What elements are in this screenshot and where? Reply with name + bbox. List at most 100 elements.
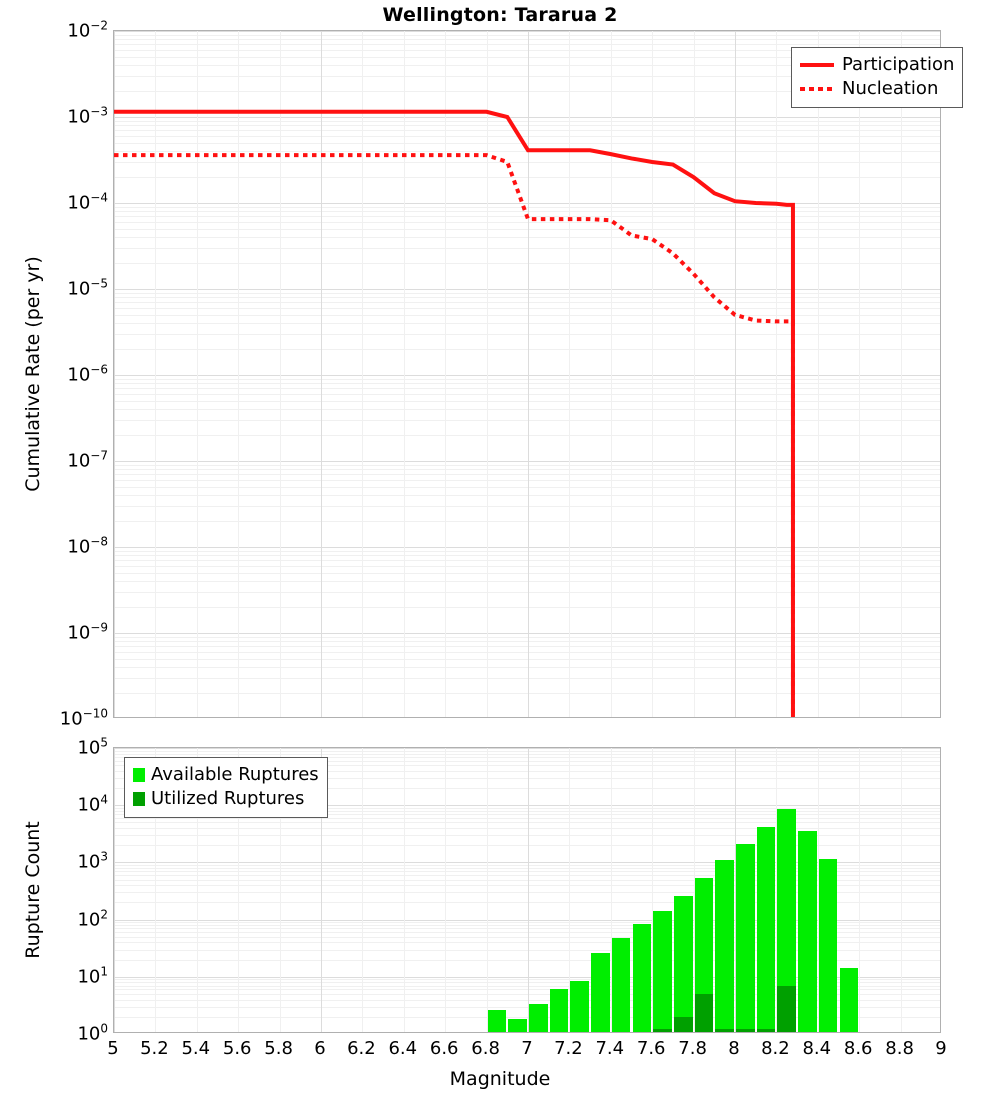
bar-available [487,1010,507,1032]
bar-utilized [756,1029,776,1032]
gridline [362,31,364,717]
gridline [114,547,940,548]
gridline [114,323,940,325]
gridline [693,31,695,717]
page-title: Wellington: Tararua 2 [382,4,618,26]
gridline [114,486,940,488]
gridline [114,130,940,132]
gridline [321,31,322,717]
y-tick-label: 10−7 [67,448,108,472]
gridline [114,591,940,593]
bar-available [653,911,672,1032]
gridline [114,646,940,648]
gridline [735,31,736,717]
gridline [114,892,940,894]
gridline [114,693,940,695]
nucleation-line-icon [800,80,834,98]
gridline [114,902,940,904]
bar-utilized [777,985,797,1032]
x-tick-label: 5 [107,1038,119,1059]
gridline [114,44,940,46]
gridline [114,505,940,507]
y-tick-label: 10−9 [67,620,108,644]
histogram-legend: Available Ruptures Utilized Ruptures [124,757,328,818]
y-tick-label: 10−3 [67,104,108,128]
gridline [900,31,902,717]
gridline [114,822,940,824]
gridline [114,867,940,869]
gridline [114,807,940,809]
y-tick-label: 105 [77,735,108,759]
gridline [238,31,240,717]
gridline [114,572,940,574]
gridline [114,560,940,562]
gridline [196,31,198,717]
top-y-axis-label: Cumulative Rate (per yr) [22,256,44,492]
gridline [610,748,612,1032]
bar-available [777,809,797,1032]
bar-utilized [736,1029,755,1032]
gridline [114,814,940,816]
participation-line-icon [800,56,834,74]
bar-available [611,938,631,1032]
rupture-histogram [114,748,940,1032]
gridline [776,748,778,1032]
gridline [114,136,940,138]
gridline [114,247,940,249]
gridline [114,748,940,749]
gridline [114,56,940,58]
gridline [114,976,940,978]
gridline [155,31,157,717]
rate-curves [114,109,795,717]
legend-item-nucleation: Nucleation [800,77,954,101]
gridline [114,845,940,847]
bar-available [694,877,714,1032]
gridline [859,748,861,1032]
gridline [445,748,447,1032]
curve-legend: Participation Nucleation [791,47,964,108]
x-tick-label: 5.6 [222,1038,252,1059]
gridline [114,375,940,376]
gridline [114,409,940,411]
x-tick-label: 7 [521,1038,533,1059]
gridline [114,985,940,987]
x-tick-label: 6.4 [388,1038,418,1059]
bottom-y-axis-label: Rupture Count [22,821,44,959]
legend-label-participation: Participation [842,54,955,75]
gridline [114,922,940,924]
legend-item-participation: Participation [800,53,954,77]
gridline [114,636,940,638]
gridline [114,817,940,819]
x-tick-label: 6.6 [429,1038,459,1059]
gridline [900,748,902,1032]
bar-available [508,1019,527,1032]
gridline [776,31,778,717]
cumulative-rate-plot [113,30,941,718]
gridline [114,1016,940,1018]
gridline [114,474,940,476]
gridline [114,942,940,944]
gridline [735,748,736,1032]
gridline [114,461,940,462]
gridline [114,383,940,385]
bar-utilized [715,1029,734,1032]
gridline [114,314,940,316]
gridline [114,959,940,961]
gridline [114,394,940,396]
gridline [114,756,940,758]
bar-utilized [611,1031,631,1032]
gridline [114,865,940,867]
gridline [114,228,940,230]
gridline [114,65,940,67]
gridline [693,748,695,1032]
gridline [114,949,940,951]
gridline [114,827,940,829]
gridline [114,237,940,239]
legend-label-utilized: Utilized Ruptures [151,788,305,809]
x-tick-label: 5.4 [181,1038,211,1059]
x-tick-label: 5.8 [264,1038,293,1059]
gridline [114,419,940,421]
gridline [528,31,529,717]
gridline [155,748,157,1032]
